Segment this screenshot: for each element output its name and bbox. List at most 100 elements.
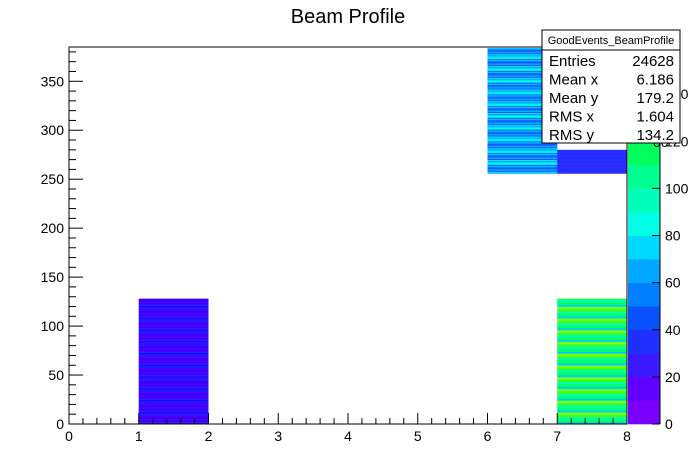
heatmap-cell <box>487 56 558 59</box>
y-tick-label: 150 <box>41 269 65 285</box>
heatmap-cell <box>557 414 627 416</box>
heatmap-cell <box>557 162 627 164</box>
heatmap-cell <box>557 341 627 344</box>
heatmap-cell <box>557 369 627 371</box>
heatmap-cell <box>138 368 209 370</box>
heatmap-cell <box>138 347 209 349</box>
heatmap-cell <box>487 72 558 74</box>
heatmap-cell <box>557 160 627 162</box>
heatmap-cell <box>557 349 627 351</box>
heatmap-cell <box>557 306 627 308</box>
heatmap-cell <box>487 70 558 72</box>
heatmap-cell <box>557 398 627 400</box>
heatmap-cell <box>487 90 558 92</box>
heatmap-cell <box>557 152 627 155</box>
colorbar-tick-label: 100 <box>665 180 689 196</box>
heatmap-cell <box>138 410 209 412</box>
heatmap-cell <box>557 312 627 314</box>
heatmap-cell <box>557 300 627 302</box>
heatmap-cell <box>138 362 209 364</box>
heatmap-cell <box>487 133 558 135</box>
heatmap-cell <box>487 93 558 95</box>
heatmap-cell <box>557 308 627 310</box>
heatmap-cell <box>138 313 209 315</box>
heatmap-cell <box>557 412 627 414</box>
heatmap-cell <box>557 386 627 389</box>
heatmap-cell <box>138 322 209 324</box>
heatmap-cell <box>138 317 209 319</box>
heatmap-cell <box>138 344 209 347</box>
heatmap-cell <box>138 349 209 351</box>
heatmap-cell <box>138 364 209 366</box>
heatmap-cell <box>138 341 209 344</box>
heatmap-cell <box>557 161 627 163</box>
heatmap-cell <box>138 305 209 307</box>
heatmap-cell <box>487 89 558 91</box>
heatmap-cell <box>138 406 209 408</box>
heatmap-cell <box>557 395 627 397</box>
heatmap-cell <box>557 169 627 171</box>
stats-row-value: 24628 <box>632 53 674 70</box>
heatmap-cell <box>138 369 209 371</box>
heatmap-cell <box>487 155 558 158</box>
colorbar-swatch <box>628 329 660 354</box>
heatmap-cell <box>138 299 209 302</box>
heatmap-cell <box>138 361 209 363</box>
heatmap-cell <box>557 307 627 309</box>
heatmap-cell <box>138 397 209 399</box>
heatmap-cell <box>138 388 209 391</box>
heatmap-cell <box>487 94 558 96</box>
heatmap-cell <box>487 81 558 83</box>
heatmap-cell <box>487 136 558 138</box>
heatmap-cell <box>557 171 627 173</box>
heatmap-cell <box>138 367 209 369</box>
heatmap-cell <box>138 405 209 407</box>
x-tick-label: 5 <box>414 428 422 444</box>
heatmap-cell <box>557 360 627 362</box>
heatmap-cell <box>487 115 558 117</box>
heatmap-cell <box>138 338 209 341</box>
heatmap-cell <box>138 370 209 372</box>
colorbar-swatch <box>628 164 660 189</box>
heatmap-cell <box>487 143 558 146</box>
heatmap-cell <box>557 343 627 346</box>
heatmap-cell <box>557 347 627 349</box>
heatmap-cell <box>557 397 627 399</box>
heatmap-cell <box>487 129 558 131</box>
colorbar-swatch <box>628 282 660 307</box>
heatmap-cell <box>557 153 627 156</box>
heatmap-cell <box>487 86 558 88</box>
heatmap-cell <box>557 351 627 353</box>
heatmap-cell <box>557 352 627 354</box>
heatmap-cell <box>557 318 627 320</box>
heatmap-cell <box>487 117 558 119</box>
heatmap-cell <box>138 365 209 367</box>
heatmap-cell <box>138 386 209 389</box>
heatmap-cell <box>138 381 209 384</box>
heatmap-cell <box>557 313 627 315</box>
heatmap-cell <box>557 151 627 154</box>
heatmap-cell <box>487 168 558 170</box>
heatmap-cell <box>557 339 627 342</box>
heatmap-cell <box>487 69 558 71</box>
heatmap-cell <box>487 144 558 147</box>
heatmap-cell <box>138 391 209 394</box>
heatmap-cell <box>557 155 627 158</box>
heatmap-cell <box>557 304 627 306</box>
y-tick-label: 300 <box>41 122 65 138</box>
heatmap-cell <box>557 373 627 375</box>
heatmap-cell <box>138 371 209 373</box>
heatmap-cell <box>138 412 209 414</box>
heatmap-cell <box>557 387 627 390</box>
heatmap-cell <box>138 335 209 338</box>
stats-row-value: 179.2 <box>636 90 674 107</box>
heatmap-cell <box>138 356 209 358</box>
y-tick-label: 50 <box>48 367 64 383</box>
heatmap-cell <box>557 345 627 348</box>
heatmap-cell <box>487 119 558 121</box>
y-tick-label: 200 <box>41 220 65 236</box>
heatmap-cell <box>487 145 558 148</box>
heatmap-cell <box>487 91 558 93</box>
heatmap-cell <box>138 396 209 398</box>
heatmap-cell <box>557 172 627 174</box>
